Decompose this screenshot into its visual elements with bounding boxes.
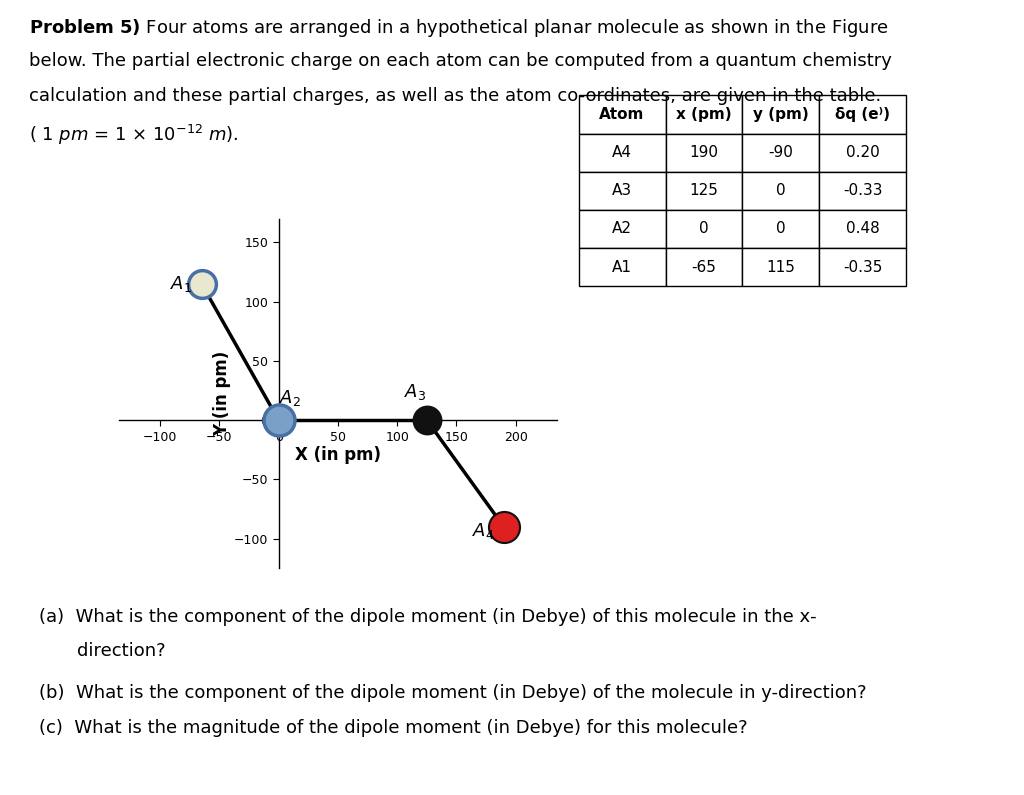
Text: below. The partial electronic charge on each atom can be computed from a quantum: below. The partial electronic charge on …	[29, 52, 892, 71]
Point	[270, 414, 287, 427]
X-axis label: X (in pm): X (in pm)	[295, 447, 381, 464]
Text: (c)  What is the magnitude of the dipole moment (in Debye) for this molecule?: (c) What is the magnitude of the dipole …	[39, 719, 748, 737]
Text: $\mathbf{Problem\ 5)}$ Four atoms are arranged in a hypothetical planar molecule: $\mathbf{Problem\ 5)}$ Four atoms are ar…	[29, 17, 889, 40]
Text: direction?: direction?	[77, 642, 166, 661]
Text: $A_2$: $A_2$	[280, 388, 301, 408]
Text: $A_4$: $A_4$	[472, 521, 495, 541]
Text: $A_3$: $A_3$	[404, 382, 427, 402]
Text: ( 1 $\it{pm}$ = 1 $\times$ 10$^{-12}$ $\it{m}$).: ( 1 $\it{pm}$ = 1 $\times$ 10$^{-12}$ $\…	[29, 122, 239, 146]
Text: calculation and these partial charges, as well as the atom co-ordinates, are giv: calculation and these partial charges, a…	[29, 87, 881, 106]
Text: $A_1$: $A_1$	[170, 273, 193, 294]
Point	[419, 414, 435, 427]
Text: (b)  What is the component of the dipole moment (in Debye) of the molecule in y-: (b) What is the component of the dipole …	[39, 684, 866, 703]
Text: (a)  What is the component of the dipole moment (in Debye) of this molecule in t: (a) What is the component of the dipole …	[39, 608, 816, 626]
Y-axis label: Y (in pm): Y (in pm)	[213, 351, 231, 436]
Point	[194, 277, 210, 290]
Point	[496, 521, 512, 533]
